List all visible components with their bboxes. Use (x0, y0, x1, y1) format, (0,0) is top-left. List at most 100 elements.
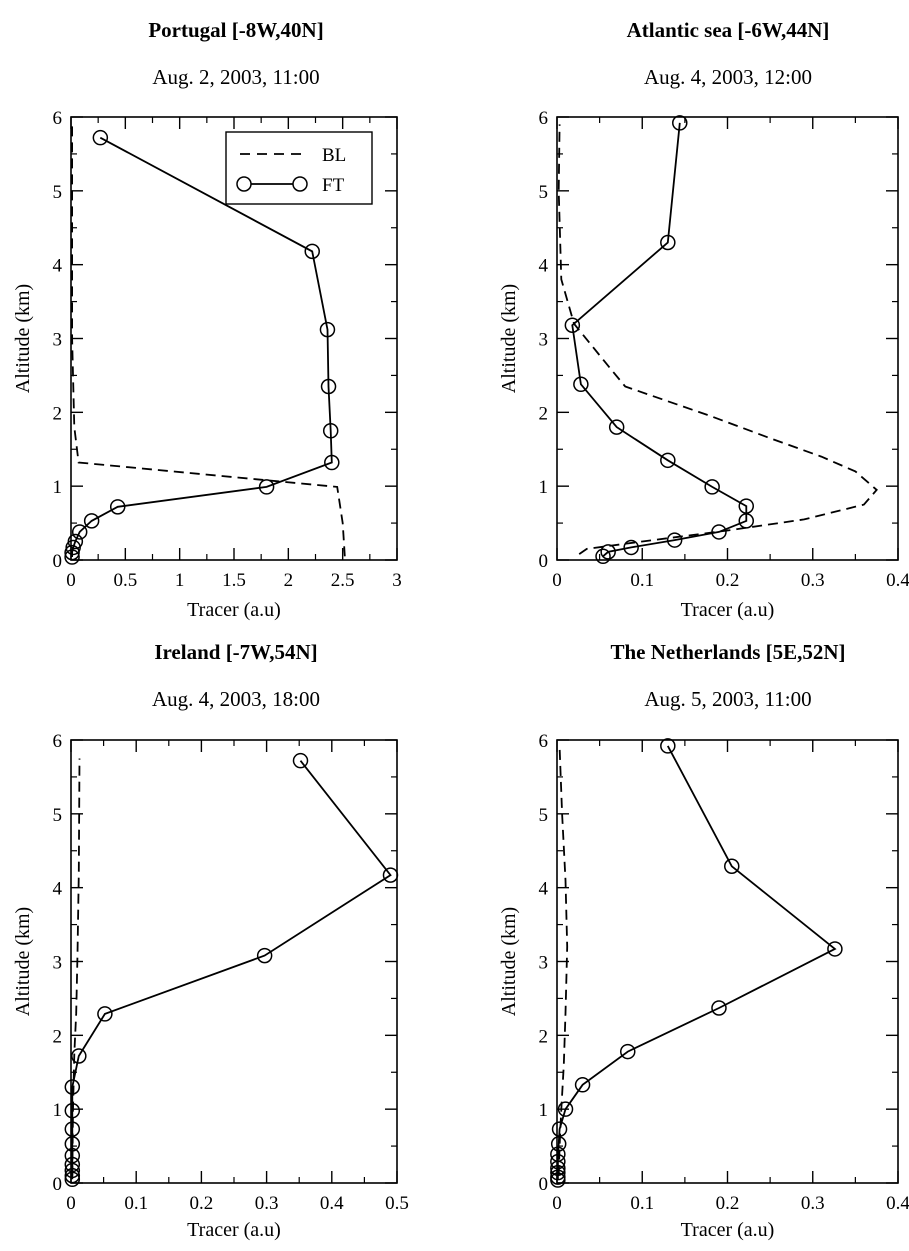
legend-marker (292, 176, 308, 192)
data-point (64, 1079, 81, 1095)
y-axis-label: Altitude (km) (498, 284, 520, 393)
chart-subtitle: Aug. 4, 2003, 18:00 (152, 687, 320, 711)
y-tick-label: 0 (539, 1174, 549, 1195)
y-tick-label: 6 (539, 731, 549, 752)
series-BL (557, 124, 878, 555)
x-tick-label: 0.2 (716, 1193, 740, 1214)
y-tick-label: 5 (53, 805, 63, 826)
data-point (711, 524, 727, 540)
y-tick-label: 3 (53, 953, 63, 974)
data-point (64, 549, 80, 565)
legend-box (225, 131, 373, 205)
legend-marker (236, 176, 252, 192)
data-point (595, 548, 611, 565)
data-point (738, 513, 755, 529)
legend-label-bl: BL (322, 145, 346, 166)
data-point (711, 1000, 727, 1016)
y-tick-label: 5 (539, 805, 549, 826)
x-tick-label: 0.1 (124, 1193, 148, 1214)
data-point (550, 1164, 566, 1181)
y-tick-label: 3 (53, 330, 63, 351)
series-line-dashed (557, 124, 878, 555)
x-axis-label: Tracer (a.u) (187, 1219, 281, 1241)
data-point (551, 1121, 568, 1137)
y-axis-label: Altitude (km) (12, 284, 34, 393)
data-point (64, 1171, 81, 1188)
data-point (550, 1146, 566, 1162)
data-point (64, 1147, 81, 1164)
x-tick-label: 0.1 (630, 570, 654, 591)
y-tick-label: 6 (53, 108, 63, 129)
x-tick-label: 0.2 (716, 570, 740, 591)
x-tick-label: 0.4 (886, 1193, 909, 1214)
data-point (92, 129, 109, 146)
x-axis-label: Tracer (a.u) (681, 1219, 775, 1241)
series-line-solid (571, 122, 748, 557)
data-point (64, 1156, 81, 1173)
data-point (623, 539, 639, 556)
data-point (573, 376, 589, 393)
legend-label-ft: FT (322, 175, 345, 196)
data-point (557, 1101, 574, 1117)
x-tick-label: 0.3 (801, 1193, 825, 1214)
x-tick-label: 0.2 (190, 1193, 214, 1214)
data-point (564, 317, 581, 333)
y-tick-label: 2 (539, 403, 549, 424)
plot-frame (556, 116, 899, 561)
chart-subtitle: Aug. 4, 2003, 12:00 (644, 65, 812, 89)
y-axis-label: Altitude (km) (12, 907, 34, 1016)
y-tick-label: 1 (539, 1100, 549, 1121)
y-axis-label: Altitude (km) (498, 907, 520, 1016)
x-tick-label: 0 (66, 1193, 76, 1214)
y-tick-label: 5 (53, 182, 63, 203)
data-point (258, 479, 275, 495)
plot-frame (556, 739, 899, 1184)
y-tick-label: 4 (539, 879, 549, 900)
data-point (324, 454, 340, 471)
data-point (71, 524, 88, 540)
legend: BL FT (225, 131, 373, 205)
x-tick-label: 1.5 (222, 570, 246, 591)
series-FT (64, 752, 399, 1188)
data-point (64, 544, 80, 561)
data-point (738, 498, 755, 514)
y-tick-label: 0 (53, 551, 63, 572)
data-point (704, 479, 720, 495)
series-FT (564, 115, 755, 565)
data-point (64, 1162, 81, 1179)
y-tick-label: 0 (539, 551, 549, 572)
y-tick-label: 2 (539, 1026, 549, 1047)
x-tick-label: 3 (392, 570, 402, 591)
x-tick-label: 0.4 (886, 570, 909, 591)
data-point (67, 533, 84, 550)
y-tick-label: 1 (53, 477, 63, 498)
data-point (71, 1048, 87, 1064)
data-point (724, 858, 740, 875)
y-tick-label: 3 (539, 953, 549, 974)
y-tick-label: 4 (53, 256, 63, 277)
chart-panel-4: The Netherlands [5E,52N] Aug. 5, 2003, 11… (498, 640, 909, 1241)
x-tick-label: 0.1 (630, 1193, 654, 1214)
chart-subtitle: Aug. 2, 2003, 11:00 (152, 65, 319, 89)
data-point (64, 1102, 81, 1119)
chart-title: Ireland [-7W,54N] (154, 640, 317, 664)
data-point (672, 115, 688, 131)
x-tick-label: 0.5 (385, 1193, 409, 1214)
data-point (620, 1043, 636, 1060)
y-tick-label: 4 (53, 879, 63, 900)
data-point (827, 941, 843, 957)
data-point (320, 378, 337, 395)
data-point (574, 1077, 591, 1093)
y-tick-label: 4 (539, 256, 549, 277)
data-point (109, 499, 126, 515)
data-point (666, 532, 683, 548)
data-point (382, 867, 399, 883)
x-tick-label: 0 (552, 1193, 562, 1214)
data-point (322, 423, 339, 439)
x-tick-label: 2 (284, 570, 294, 591)
data-point (550, 1153, 566, 1170)
x-tick-label: 1 (175, 570, 185, 591)
series-line-dashed (71, 124, 346, 557)
y-tick-label: 2 (53, 403, 63, 424)
x-axis-label: Tracer (a.u) (187, 599, 281, 621)
